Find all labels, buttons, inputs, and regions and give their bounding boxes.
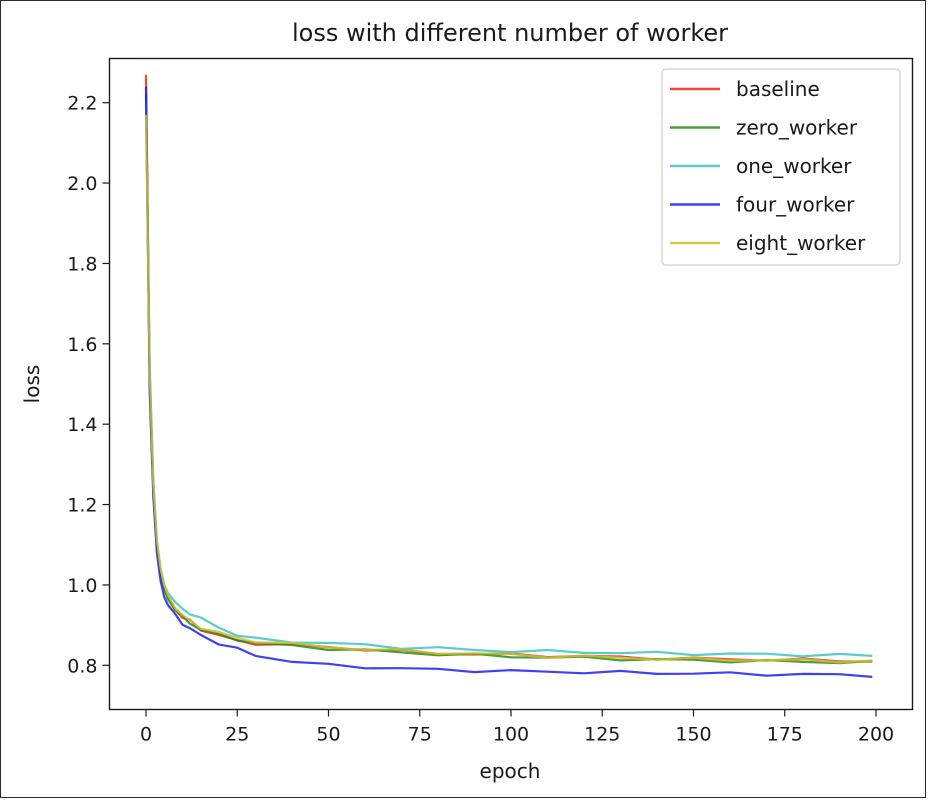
x-tick-label: 200 <box>858 724 894 746</box>
y-tick-label: 2.2 <box>67 93 97 115</box>
x-tick-label: 150 <box>675 724 711 746</box>
y-axis-ticks: 0.8 1.0 1.2 1.4 1.6 1.8 2.0 2.2 <box>67 93 110 677</box>
legend-label-one_worker: one_worker <box>736 154 852 178</box>
legend-label-zero_worker: zero_worker <box>736 116 858 140</box>
legend-label-four_worker: four_worker <box>736 193 855 217</box>
x-tick-label: 100 <box>493 724 529 746</box>
x-tick-label: 50 <box>316 724 340 746</box>
y-tick-label: 1.8 <box>67 253 97 275</box>
y-axis-label: loss <box>20 365 44 404</box>
x-tick-label: 25 <box>225 724 249 746</box>
chart-title: loss with different number of worker <box>292 19 728 47</box>
x-axis-ticks: 0 25 50 75 100 125 150 175 200 <box>140 709 894 746</box>
legend: baseline zero_worker one_worker four_worker… <box>661 68 901 266</box>
y-tick-label: 0.8 <box>67 655 97 677</box>
x-tick-label: 175 <box>767 724 803 746</box>
x-tick-label: 125 <box>584 724 620 746</box>
series-line-eight_worker <box>144 114 873 664</box>
y-tick-label: 1.6 <box>67 334 97 356</box>
series-line-four_worker <box>144 86 873 678</box>
x-axis-label: epoch <box>480 759 541 783</box>
plot-lines <box>144 74 873 678</box>
y-tick-label: 1.2 <box>67 495 97 517</box>
x-tick-label: 75 <box>408 724 432 746</box>
y-tick-label: 1.4 <box>67 414 97 436</box>
y-tick-label: 1.0 <box>67 575 97 597</box>
legend-box <box>661 68 901 266</box>
x-tick-label: 0 <box>140 724 152 746</box>
series-line-zero_worker <box>144 94 873 665</box>
y-tick-label: 2.0 <box>67 173 97 195</box>
legend-label-baseline: baseline <box>736 77 820 101</box>
legend-label-eight_worker: eight_worker <box>736 231 866 255</box>
